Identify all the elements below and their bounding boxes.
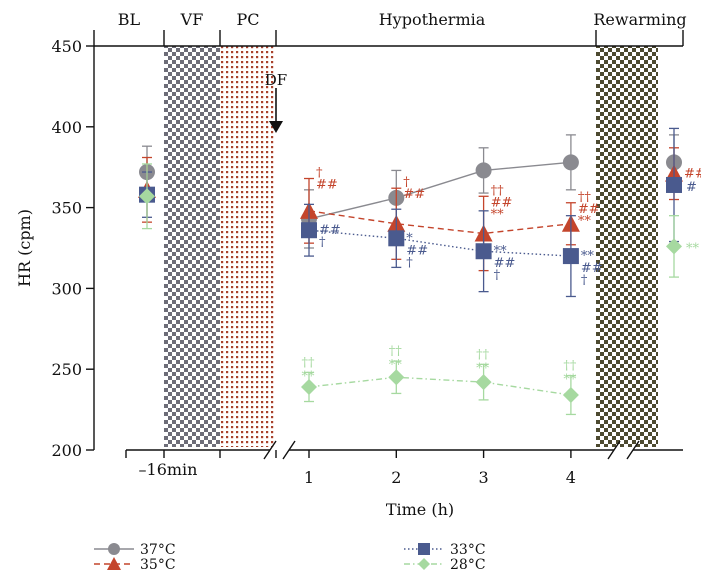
axis-break-4 bbox=[626, 440, 640, 460]
y-axis-label: HR (cpm) bbox=[15, 209, 34, 287]
annotation-33c-4-1: ## bbox=[581, 261, 603, 276]
annotation-28c-1-1: ** bbox=[302, 369, 316, 384]
axis-break-2 bbox=[282, 440, 296, 460]
annotation-33c-1-1: † bbox=[319, 235, 326, 250]
annotation-35c-2-0: † bbox=[403, 175, 410, 190]
series-37c-point-4h bbox=[562, 154, 579, 171]
annotation-35c-4-0: †† bbox=[578, 190, 592, 205]
annotation-35c-3-2: ** bbox=[491, 207, 505, 222]
annotation-33c-rewarming-0: # bbox=[686, 180, 697, 195]
annotation-28c-2-0: †† bbox=[389, 344, 403, 359]
legend-label-28c: 28°C bbox=[450, 557, 486, 573]
series-33c-point-3h bbox=[475, 243, 492, 260]
phase-label-hypothermia: Hypothermia bbox=[379, 10, 486, 29]
legend-label-37c: 37°C bbox=[140, 542, 176, 558]
legend-label-35c: 35°C bbox=[140, 557, 176, 573]
annotation-28c-1-0: †† bbox=[302, 355, 316, 370]
annotation-33c-2-2: † bbox=[406, 255, 413, 270]
series-28c-line bbox=[308, 376, 572, 396]
annotation-28c-3-1: ** bbox=[476, 361, 490, 376]
series-28c-point-3h bbox=[475, 374, 492, 391]
series-33c-point-1h bbox=[301, 222, 317, 239]
legend-label-33c: 33°C bbox=[450, 542, 486, 558]
axis-break-1 bbox=[263, 440, 277, 460]
legend-marker-28c bbox=[418, 558, 430, 570]
series-35c-line bbox=[308, 210, 571, 235]
phase-label-pc: PC bbox=[236, 10, 259, 29]
annotation-35c-3-1: ## bbox=[491, 195, 513, 210]
annotation-35c-1-0: † bbox=[316, 166, 323, 181]
annotation-33c-2-0: * bbox=[406, 231, 413, 246]
series-37c-point-3h bbox=[475, 162, 492, 179]
series-33c-rewarming-point bbox=[666, 176, 682, 193]
series-28c-rewarming-point bbox=[666, 238, 682, 255]
x-axis-label: Time (h) bbox=[386, 500, 454, 519]
series-28c-point-1h bbox=[301, 378, 317, 395]
annotation-33c-3-2: † bbox=[494, 268, 501, 283]
annotation-35c-rewarming-0: ## bbox=[684, 167, 701, 182]
rewarming-band bbox=[596, 46, 658, 447]
series-28c-baseline-point bbox=[139, 188, 155, 205]
x-tick-label-minus16min: –16min bbox=[139, 460, 198, 479]
annotation-28c-2-1: ** bbox=[389, 358, 403, 373]
legend-marker-37c bbox=[108, 543, 120, 555]
annotation-28c-4-1: ** bbox=[563, 373, 577, 388]
y-tick-label-250: 250 bbox=[51, 360, 82, 379]
annotation-35c-4-1: ## bbox=[578, 202, 600, 217]
series-33c-point-4h bbox=[562, 248, 579, 265]
series-28c-group bbox=[139, 163, 682, 416]
annotation-33c-3-0: ** bbox=[494, 244, 508, 259]
annotation-33c-2-1: ## bbox=[406, 243, 428, 258]
annotation-33c-3-1: ## bbox=[494, 256, 516, 271]
df-label: DF bbox=[265, 71, 287, 89]
y-tick-label-200: 200 bbox=[51, 441, 82, 460]
annotation-33c-4-0: ** bbox=[581, 249, 595, 264]
x-tick-label-2: 2 bbox=[391, 468, 401, 487]
annotation-33c-4-2: † bbox=[581, 273, 588, 288]
legend-marker-33c bbox=[418, 543, 430, 555]
axis-break-3 bbox=[607, 440, 621, 460]
annotation-28c-4-0: †† bbox=[563, 359, 577, 374]
annotation-35c-4-2: ** bbox=[578, 214, 592, 229]
series-28c-point-4h bbox=[562, 387, 579, 404]
annotation-35c-2-1: ## bbox=[403, 187, 425, 202]
pc-band bbox=[220, 46, 276, 447]
series-37c-line bbox=[308, 161, 571, 220]
x-tick-label-1: 1 bbox=[304, 468, 314, 487]
annotation-33c-1-0: ## bbox=[319, 223, 341, 238]
annotation-28c-3-0: †† bbox=[476, 347, 490, 362]
y-tick-label-400: 400 bbox=[51, 118, 82, 137]
y-tick-label-350: 350 bbox=[51, 199, 82, 218]
phase-label-bl: BL bbox=[118, 10, 141, 29]
annotation-35c-1-1: ## bbox=[316, 178, 338, 193]
x-tick-label-3: 3 bbox=[479, 468, 489, 487]
phase-label-vf: VF bbox=[180, 10, 204, 29]
annotation-28c-rewarming-0: ** bbox=[686, 241, 700, 256]
df-arrow-head bbox=[269, 121, 283, 133]
legend-marker-35c bbox=[107, 557, 121, 570]
annotation-35c-3-0: †† bbox=[491, 183, 505, 198]
series-28c-point-2h bbox=[388, 369, 405, 386]
y-tick-label-450: 450 bbox=[51, 37, 82, 56]
y-tick-label-300: 300 bbox=[51, 279, 82, 298]
phase-label-rewarming: Rewarming bbox=[593, 10, 686, 29]
series-33c-point-2h bbox=[388, 230, 405, 247]
vf-band bbox=[164, 46, 220, 447]
x-tick-label-4: 4 bbox=[566, 468, 576, 487]
series-33c-line bbox=[308, 229, 571, 257]
